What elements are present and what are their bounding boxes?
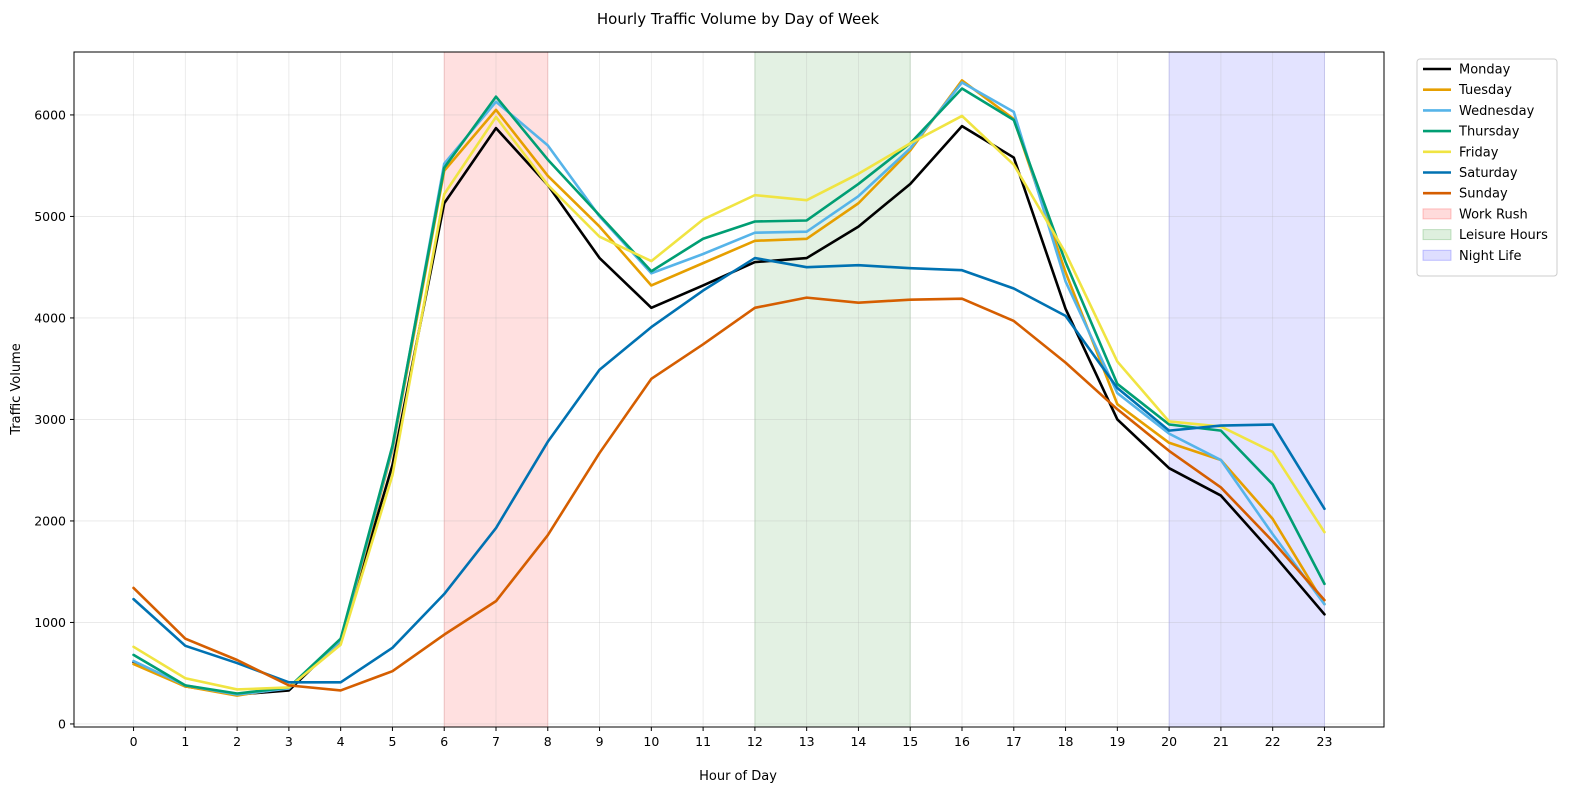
x-tick-label: 16 xyxy=(954,734,970,749)
y-tick-label: 4000 xyxy=(34,310,66,325)
x-tick-label: 19 xyxy=(1109,734,1125,749)
legend-swatch-night-life xyxy=(1422,249,1452,261)
series-layer xyxy=(132,79,1326,697)
x-tick-label: 8 xyxy=(544,734,552,749)
legend-swatch-leisure-hours xyxy=(1422,229,1452,241)
x-tick-label: 14 xyxy=(850,734,866,749)
legend-label-work-rush: Work Rush xyxy=(1459,207,1528,222)
y-tick-label: 3000 xyxy=(34,412,66,427)
y-tick-label: 2000 xyxy=(34,513,66,528)
ticks-layer: 0 1 2 3 4 5 6 7 8 9 10 11 12 13 14 15 16 17 18 19 20 21 22 2301… xyxy=(34,107,1332,749)
series-line-thursday xyxy=(132,87,1326,695)
grid-layer xyxy=(74,52,1384,727)
y-tick-label: 5000 xyxy=(34,209,66,224)
x-tick-label: 9 xyxy=(596,734,604,749)
x-tick-label: 3 xyxy=(285,734,293,749)
x-tick-label: 17 xyxy=(1006,734,1022,749)
series-line-tuesday xyxy=(132,79,1326,697)
plot-frame xyxy=(73,51,1385,728)
x-axis-label: Hour of Day xyxy=(699,769,777,784)
legend-label-night-life: Night Life xyxy=(1459,249,1522,264)
x-tick-label: 10 xyxy=(643,734,659,749)
legend-label-leisure-hours: Leisure Hours xyxy=(1459,228,1548,243)
x-tick-label: 20 xyxy=(1161,734,1177,749)
legend-label-thursday: Thursday xyxy=(1458,125,1520,140)
x-tick-label: 13 xyxy=(799,734,815,749)
x-tick-label: 21 xyxy=(1213,734,1229,749)
x-tick-label: 22 xyxy=(1265,734,1281,749)
x-tick-label: 12 xyxy=(747,734,763,749)
y-tick-label: 6000 xyxy=(34,107,66,122)
band-leisure-hours xyxy=(754,51,911,728)
legend-label-sunday: Sunday xyxy=(1459,187,1508,202)
x-tick-label: 18 xyxy=(1058,734,1074,749)
x-tick-label: 6 xyxy=(440,734,448,749)
legend-label-wednesday: Wednesday xyxy=(1459,104,1535,119)
legend-label-friday: Friday xyxy=(1459,145,1499,160)
bands-layer xyxy=(443,51,1325,728)
series-line-sunday xyxy=(132,296,1326,692)
x-tick-label: 7 xyxy=(492,734,500,749)
y-axis-label: Traffic Volume xyxy=(9,343,24,436)
x-tick-label: 5 xyxy=(388,734,396,749)
x-tick-label: 2 xyxy=(233,734,241,749)
x-tick-label: 11 xyxy=(695,734,711,749)
legend-frame xyxy=(1416,58,1558,277)
x-tick-label: 23 xyxy=(1317,734,1333,749)
legend-label-monday: Monday xyxy=(1459,63,1511,78)
legend-label-saturday: Saturday xyxy=(1459,166,1518,181)
series-line-friday xyxy=(132,114,1326,691)
chart-title: Hourly Traffic Volume by Day of Week xyxy=(597,10,880,28)
series-line-wednesday xyxy=(132,81,1326,696)
x-tick-label: 4 xyxy=(337,734,345,749)
x-tick-label: 1 xyxy=(181,734,189,749)
y-tick-label: 1000 xyxy=(34,615,66,630)
legend: Monday Tuesday Wednesday Thursday Friday Satu… xyxy=(1416,58,1558,277)
legend-swatch-work-rush xyxy=(1422,208,1452,220)
y-tick-label: 0 xyxy=(58,716,66,731)
band-night-life xyxy=(1168,51,1325,728)
legend-label-tuesday: Tuesday xyxy=(1458,83,1512,98)
x-tick-label: 15 xyxy=(902,734,918,749)
x-tick-label: 0 xyxy=(130,734,138,749)
series-line-saturday xyxy=(132,256,1326,684)
